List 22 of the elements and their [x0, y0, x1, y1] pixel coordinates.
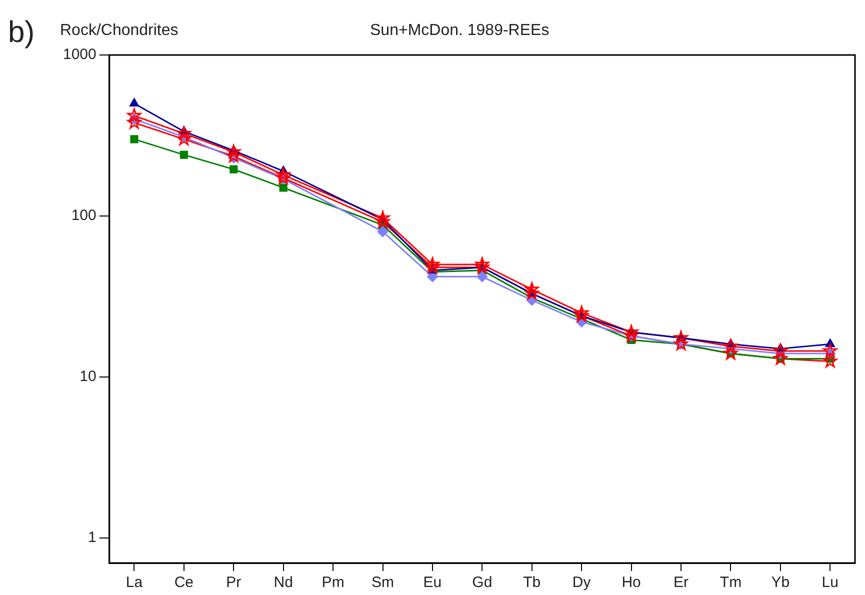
- x-tick-label: Ce: [174, 574, 194, 592]
- x-tick-label: Er: [674, 574, 689, 592]
- y-tick-label: 100: [71, 207, 96, 224]
- x-tick-label: Yb: [771, 574, 790, 592]
- text: b): [8, 16, 35, 50]
- x-tick-label: Eu: [423, 574, 442, 592]
- chart-title: Sun+McDon. 1989-REEs: [370, 22, 550, 40]
- x-tick-label: Sm: [372, 574, 394, 592]
- x-tick-label: Nd: [274, 574, 293, 592]
- x-tick-label: Tm: [720, 574, 742, 592]
- x-tick-label: Tb: [523, 574, 541, 592]
- y-axis-title: Rock/Chondrites: [60, 22, 178, 40]
- y-tick-label: 1: [88, 529, 96, 546]
- y-tick-label: 10: [80, 368, 96, 386]
- x-tick-label: La: [126, 574, 144, 592]
- x-tick-label: Ho: [622, 574, 641, 592]
- x-tick-label: Pr: [226, 574, 242, 592]
- y-tick-label: 1000: [62, 46, 96, 64]
- x-tick-label: Pm: [322, 574, 344, 592]
- x-tick-label: Gd: [472, 574, 492, 592]
- x-tick-label: Dy: [572, 574, 592, 592]
- x-tick-label: Lu: [822, 574, 838, 592]
